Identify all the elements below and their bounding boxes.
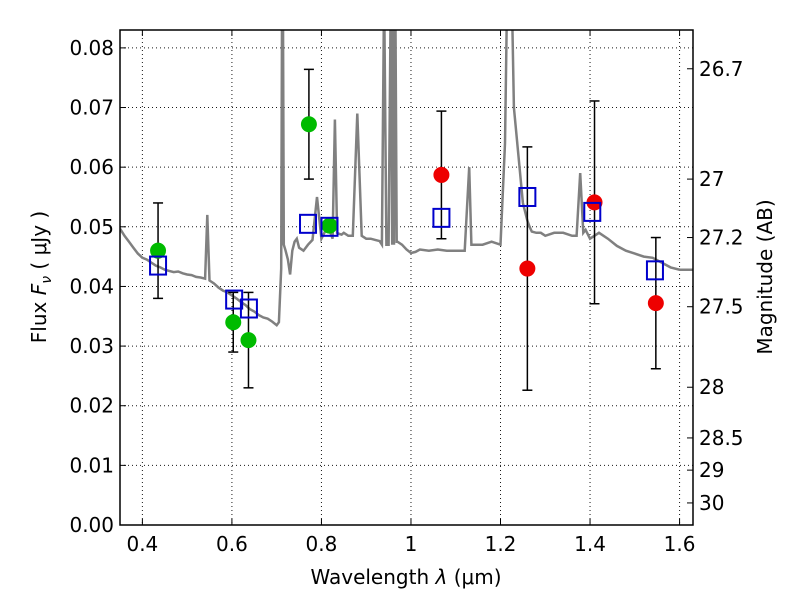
y-tick-label: 0.01 <box>69 453 114 477</box>
y-tick-label: 0.00 <box>69 513 114 537</box>
plot-area <box>120 30 693 525</box>
y2-axis-label: Magnitude (AB) <box>753 199 777 354</box>
model-bandpass-square <box>320 216 339 237</box>
y-tick-label: 0.04 <box>69 274 114 298</box>
x-tick-label: 1.6 <box>664 532 696 556</box>
axis-ticks: 0.4 0.6 0.8 1 1.2 1.4 1.6 0.00 0.01 0.02 0.03 0.04 0… <box>69 30 744 556</box>
model-bandpass-square <box>432 207 451 228</box>
x-tick-label: 0.8 <box>306 532 338 556</box>
model-bandpass-square <box>645 260 664 281</box>
x-tick-label: 0.6 <box>216 532 248 556</box>
green-data-point <box>150 242 167 259</box>
plot-content <box>120 30 693 327</box>
y-axis-label: Flux Fν ( μJy ) <box>27 211 55 343</box>
y2-tick-label: 27.5 <box>699 295 744 319</box>
y2-tick-label: 28 <box>699 375 724 399</box>
model-bandpass-square <box>149 255 168 276</box>
x-tick-label: 1 <box>405 532 418 556</box>
x-tick-label: 1.2 <box>485 532 517 556</box>
y2-tick-label: 27.2 <box>699 226 744 250</box>
y-tick-label: 0.02 <box>69 394 114 418</box>
model-spectrum-line <box>120 30 693 327</box>
y2-tick-label: 28.5 <box>699 426 744 450</box>
model-bandpass-square <box>239 298 258 319</box>
green-data-point <box>300 116 317 133</box>
x-axis-label: Wavelength λ (μm) <box>310 565 501 589</box>
x-tick-label: 0.4 <box>126 532 158 556</box>
green-data-point <box>321 217 338 234</box>
model-bandpass-square <box>518 186 537 207</box>
y2-tick-label: 30 <box>699 491 724 515</box>
red-data-point <box>647 295 664 312</box>
y2-tick-label: 26.7 <box>699 57 744 81</box>
model-bandpass-square <box>299 213 318 234</box>
green-data-point <box>225 314 242 331</box>
y2-tick-label: 29 <box>699 458 724 482</box>
model-bandpass-square <box>583 201 602 222</box>
y2-tick-label: 27 <box>699 167 724 191</box>
y-tick-label: 0.03 <box>69 334 114 358</box>
green-data-point <box>240 332 257 349</box>
red-data-point <box>519 260 536 277</box>
plot-frame <box>119 29 694 526</box>
markers <box>149 68 664 391</box>
x-tick-label: 1.4 <box>574 532 606 556</box>
y-tick-label: 0.06 <box>69 155 114 179</box>
y-tick-label: 0.07 <box>69 96 114 120</box>
y-tick-label: 0.05 <box>69 215 114 239</box>
y-tick-label: 0.08 <box>69 36 114 60</box>
red-data-point <box>433 166 450 183</box>
grid <box>120 30 693 526</box>
